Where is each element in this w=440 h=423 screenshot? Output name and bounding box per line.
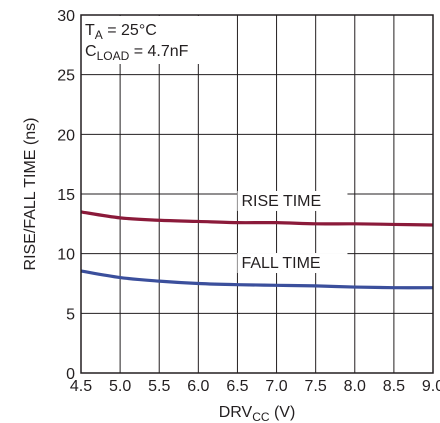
y-tick-label: 10 (57, 247, 75, 264)
x-tick-label: 6.5 (226, 378, 248, 395)
plot-frame (80, 14, 434, 374)
x-tick-label: 4.5 (70, 378, 92, 395)
series-label-background (237, 190, 348, 211)
annotation-temperature: TA = 25°C (85, 22, 157, 42)
y-tick-label: 5 (66, 306, 75, 323)
tick-labels: 4.5 5.0 5.5 6.0 6.5 7.0 7.5 8.0 8.5 9.0 0 5 10 15 20 25… (57, 8, 440, 395)
annotation-load-sub: LOAD (97, 49, 130, 63)
annotation-load-rest: = 4.7nF (129, 43, 188, 60)
y-tick-label: 20 (57, 127, 75, 144)
annotation-load: CLOAD = 4.7nF (85, 43, 189, 63)
series-label-rise-time: RISE TIME (241, 193, 321, 210)
annotation-temperature-sub: A (95, 28, 103, 42)
x-axis-title-sub: CC (252, 410, 270, 423)
x-axis-title: DRVCC (V) (219, 404, 296, 423)
series-lines (80, 210, 434, 290)
x-tick-label: 5.0 (109, 378, 131, 395)
x-tick-label: 7.5 (305, 378, 327, 395)
x-tick-label: 8.5 (383, 378, 405, 395)
x-tick-label: 7.0 (265, 378, 287, 395)
y-tick-label: 30 (57, 8, 75, 25)
x-axis-title-unit: (V) (270, 404, 296, 421)
y-tick-label: 25 (57, 68, 75, 85)
x-tick-label: 5.5 (148, 378, 170, 395)
y-tick-label: 15 (57, 187, 75, 204)
x-tick-label: 6.0 (187, 378, 209, 395)
annotation-load-main: C (85, 43, 97, 60)
annotation-temperature-rest: = 25°C (103, 22, 157, 39)
x-tick-label: 8.0 (344, 378, 366, 395)
x-tick-label: 9.0 (422, 378, 440, 395)
x-axis-title-main: DRV (219, 404, 253, 421)
y-axis-title: RISE/FALL TIME (ns) (22, 118, 39, 271)
series-label-background (237, 253, 348, 274)
series-line-fall-time (80, 269, 434, 290)
series-labels: RISE TIME FALL TIME (237, 190, 348, 274)
series-label-fall-time: FALL TIME (241, 255, 320, 272)
annotation-background (82, 16, 204, 64)
y-tick-label: 0 (66, 366, 75, 383)
series-line-rise-time (80, 210, 434, 227)
annotation-temperature-main: T (85, 22, 95, 39)
